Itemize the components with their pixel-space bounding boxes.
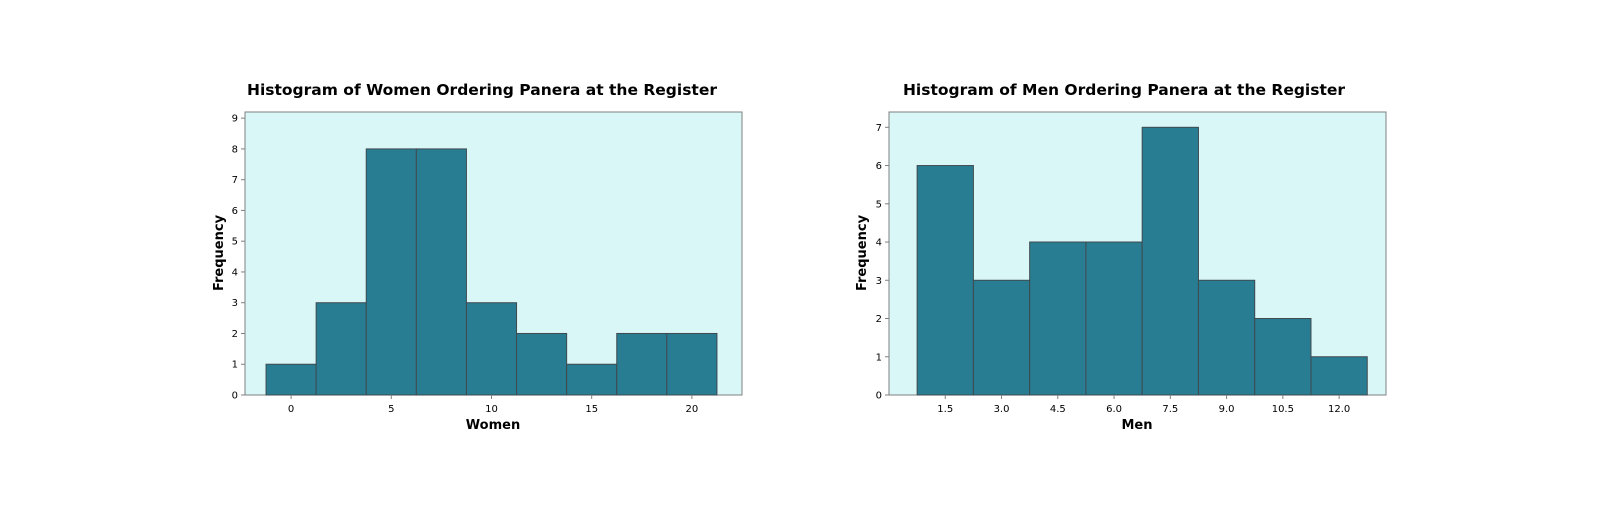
men-x-tick-label: 12.0 [1328,404,1350,415]
men-x-tick-label: 7.5 [1162,404,1178,415]
men-bar [1141,126,1199,396]
men-y-tick-label: 2 [876,314,882,325]
men-y-tick-label: 5 [876,199,882,210]
women-y-tick-label: 2 [232,329,238,340]
men-histogram: Histogram of Men Ordering Panera at the … [855,81,1387,433]
men-bar [916,165,974,396]
women-bar [265,363,317,396]
women-x-tick-label: 10 [485,404,498,415]
men-x-tick-label: 3.0 [994,404,1010,415]
women-y-tick-label: 8 [232,144,238,155]
women-histogram: Histogram of Women Ordering Panera at th… [212,81,743,433]
men-bar [1029,241,1087,396]
women-y-tick-label: 7 [232,175,238,186]
men-bar [1254,318,1312,396]
women-x-ticks: 0 5 10 15 20 [288,395,698,415]
women-x-axis-label: Women [466,418,520,433]
men-bar [1085,241,1143,396]
men-x-tick-label: 1.5 [937,404,953,415]
women-bars [265,148,718,396]
women-bar [415,148,467,396]
men-x-tick-label: 9.0 [1219,404,1235,415]
women-y-tick-label: 1 [232,360,238,371]
women-x-tick-label: 5 [388,404,394,415]
women-y-axis-label: Frequency [212,214,227,291]
men-y-tick-label: 3 [876,276,882,287]
women-bar [616,332,668,396]
men-x-tick-label: 6.0 [1106,404,1122,415]
men-y-axis-label: Frequency [855,214,870,291]
women-chart-title: Histogram of Women Ordering Panera at th… [247,81,717,99]
men-bar [1310,356,1368,396]
men-bar [1197,279,1256,396]
women-y-tick-label: 6 [232,206,238,217]
men-y-tick-label: 6 [876,161,882,172]
men-y-tick-label: 1 [876,352,882,363]
men-bar [972,279,1031,396]
men-x-ticks: 1.5 3.0 4.5 6.0 7.5 9.0 10.5 12.0 [937,395,1350,415]
men-y-tick-label: 4 [876,238,882,249]
men-bars [916,126,1368,396]
women-y-tick-label: 9 [232,114,238,125]
women-bar [365,148,417,396]
men-chart-title: Histogram of Men Ordering Panera at the … [903,81,1345,99]
men-x-axis-label: Men [1121,418,1152,433]
women-y-tick-label: 4 [232,267,238,278]
men-y-tick-label: 7 [876,123,882,134]
women-y-tick-label: 3 [232,298,238,309]
women-bar [566,363,618,396]
women-x-tick-label: 0 [288,404,294,415]
men-x-tick-label: 10.5 [1272,404,1294,415]
women-bar [516,332,568,396]
men-y-ticks: 0 1 2 3 4 5 6 7 [876,123,889,402]
women-bar [465,302,518,396]
women-y-tick-label: 5 [232,237,238,248]
men-x-tick-label: 4.5 [1050,404,1066,415]
women-x-tick-label: 20 [686,404,699,415]
women-bar [315,302,367,396]
women-y-ticks: 0 1 2 3 4 5 6 7 8 9 [232,114,245,402]
men-y-tick-label: 0 [876,391,882,402]
women-y-tick-label: 0 [232,391,238,402]
women-bar [666,332,718,396]
women-x-tick-label: 15 [585,404,598,415]
